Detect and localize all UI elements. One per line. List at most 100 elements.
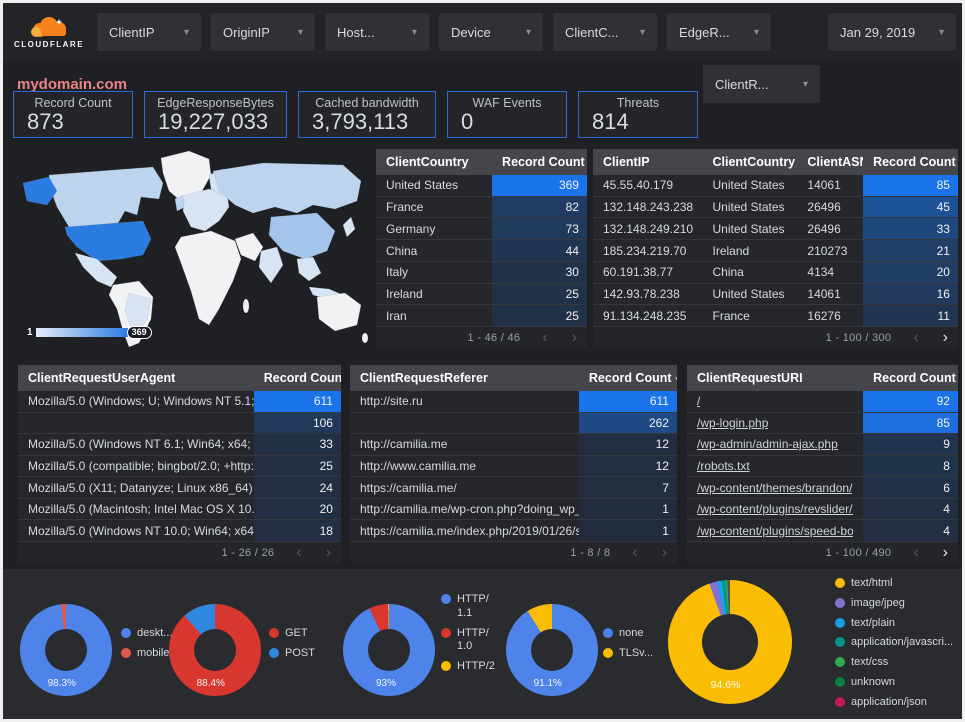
cloudflare-logo: CLOUDFLARE (9, 15, 89, 49)
legend-item: POST (269, 647, 315, 661)
cell: United States (712, 178, 785, 193)
cell: Mozilla/5.0 (Windows NT 10.0; Win64; x64… (28, 523, 254, 538)
uri-link[interactable]: /wp-content/plugins/revslider/rs-p... (697, 502, 853, 517)
record-count-cell: 611 (578, 391, 677, 412)
table-row: /wp-admin/admin-ajax.php 9 (687, 434, 958, 456)
prev-page-icon[interactable]: ‹ (913, 543, 919, 561)
column-header-clientcountry[interactable]: ClientCountry (386, 155, 469, 169)
column-header-record-count[interactable]: Record Count▾ (502, 155, 585, 169)
table-row: 106 (18, 412, 341, 435)
record-count-cell: 20 (863, 261, 958, 283)
filter-device[interactable]: Device ▾ (439, 13, 543, 51)
column-header-record-count[interactable]: Record Count– (873, 155, 956, 169)
pagination-range: 1 - 26 / 26 (221, 546, 275, 559)
filter-clientc[interactable]: ClientC... ▾ (553, 13, 657, 51)
scorecard-label: Cached bandwidth (315, 96, 419, 110)
donut-chart-3: 93% (343, 604, 435, 696)
uri-link[interactable]: /wp-admin/admin-ajax.php (697, 437, 838, 452)
legend-dot-icon (269, 647, 279, 658)
cell: Mozilla/5.0 (Windows NT 6.1; Win64; x64;… (28, 437, 254, 452)
legend-dot-icon (835, 676, 845, 687)
filter-originip[interactable]: OriginIP ▾ (211, 13, 315, 51)
filter-edger[interactable]: EdgeR... ▾ (667, 13, 771, 51)
column-header-clientrequesturi[interactable]: ClientRequestURI (697, 371, 803, 385)
prev-page-icon[interactable]: ‹ (632, 543, 638, 561)
date-range-picker[interactable]: Jan 29, 2019 ▾ (828, 13, 956, 51)
scorecard-label: EdgeResponseBytes (157, 96, 274, 110)
uri-link[interactable]: /wp-content/themes/brandon/plu... (697, 480, 853, 495)
cell: China (712, 265, 744, 280)
table-header-row: ClientRequestReferer Record Count▾ (350, 365, 677, 391)
filter-clientrequest[interactable]: ClientR... ▾ (703, 65, 820, 103)
column-header-record-count[interactable]: Record Count– (873, 371, 956, 385)
cell: 14061 (807, 178, 841, 193)
table-row: 132.148.249.210 United States 26496 33 (593, 218, 958, 241)
column-header-clientrequestuseragent[interactable]: ClientRequestUserAgent (28, 371, 176, 385)
legend-dot-icon (835, 617, 845, 628)
table-pagination: 1 - 100 / 300 ‹ › (593, 327, 958, 348)
cell (18, 413, 254, 434)
legend-item: image/jpeg (835, 597, 953, 611)
legend-dot-icon (835, 637, 845, 648)
uri-link[interactable]: /robots.txt (697, 459, 750, 474)
legend-dot-icon (835, 657, 845, 667)
record-count-cell: 1 (578, 520, 677, 542)
chevron-down-icon: ▾ (639, 26, 645, 38)
table-row: Germany 73 (376, 218, 587, 241)
cell: United States (386, 178, 459, 193)
table-row: Italy 30 (376, 261, 587, 284)
table-row: /wp-content/themes/brandon/plu... 6 (687, 477, 958, 499)
donut-legend-2: GET POST (269, 627, 315, 661)
filter-clientrequest-label: ClientR... (715, 76, 769, 92)
next-page-icon[interactable]: › (571, 328, 577, 346)
cell: 132.148.243.238 (603, 200, 694, 215)
legend-label: application/javascri... (851, 636, 954, 649)
uri-link[interactable]: /wp-content/plugins/speed-booste... (697, 523, 854, 538)
legend-item: none (603, 627, 653, 641)
uri-link[interactable]: /wp-login.php (697, 415, 769, 430)
column-header-clientcountry[interactable]: ClientCountry (712, 155, 796, 169)
table-row: 262 (350, 412, 677, 435)
cell: 16276 (807, 308, 841, 323)
table-row: /wp-content/plugins/revslider/rs-p... 4 (687, 498, 958, 521)
chevron-down-icon: ▾ (411, 26, 417, 38)
column-header-clientasn[interactable]: ClientASN (807, 155, 864, 169)
scorecard-cached-bandwidth: Cached bandwidth 3,793,113 (298, 91, 436, 138)
filter-host[interactable]: Host... ▾ (325, 13, 429, 51)
record-count-cell: 9 (863, 434, 958, 455)
filter-clientip[interactable]: ClientIP ▾ (97, 13, 201, 51)
column-header-record-count[interactable]: Record Count▾ (263, 371, 341, 385)
next-page-icon[interactable]: › (661, 543, 667, 561)
record-count-cell: 82 (492, 196, 587, 218)
scorecard-value: 19,227,033 (158, 109, 269, 134)
prev-page-icon[interactable]: ‹ (913, 328, 919, 346)
legend-dot-icon (269, 628, 279, 638)
donut-hole (368, 629, 410, 671)
table-row: United States 369 (376, 175, 587, 197)
table-row: http://www.camilia.me 12 (350, 455, 677, 478)
cell: / (687, 391, 863, 412)
next-page-icon[interactable]: › (942, 328, 948, 346)
legend-item: HTTP/ 1.0 (441, 627, 495, 655)
column-header-clientip[interactable]: ClientIP (603, 155, 650, 169)
donut-center-label: 93% (375, 678, 397, 689)
uri-link[interactable]: / (697, 394, 701, 409)
prev-page-icon[interactable]: ‹ (296, 543, 302, 561)
table-row: http://camilia.me 12 (350, 434, 677, 456)
table-header-row: ClientIP ClientCountry ClientASN Record Cou… (593, 149, 958, 175)
legend-label: image/jpeg (851, 596, 905, 609)
prev-page-icon[interactable]: ‹ (542, 328, 548, 346)
record-count-cell: 44 (492, 240, 587, 261)
column-header-clientrequestreferer[interactable]: ClientRequestReferer (360, 371, 488, 385)
table-header-row: ClientRequestURI Record Count– (687, 365, 958, 391)
next-page-icon[interactable]: › (325, 543, 331, 561)
next-page-icon[interactable]: › (942, 543, 948, 561)
column-header-record-count[interactable]: Record Count▾ (579, 371, 677, 385)
world-map-svg[interactable] (13, 146, 373, 353)
table-row: Iran 25 (376, 305, 587, 328)
table-row: 60.191.38.77 China 4134 20 (593, 261, 958, 284)
chevron-down-icon: ▾ (183, 26, 189, 38)
record-count-cell: 262 (578, 412, 677, 434)
cell: http://camilia.me (360, 437, 448, 452)
donut-legend-3: HTTP/ 1.1 HTTP/ 1.0 HTTP/2 (441, 593, 495, 674)
